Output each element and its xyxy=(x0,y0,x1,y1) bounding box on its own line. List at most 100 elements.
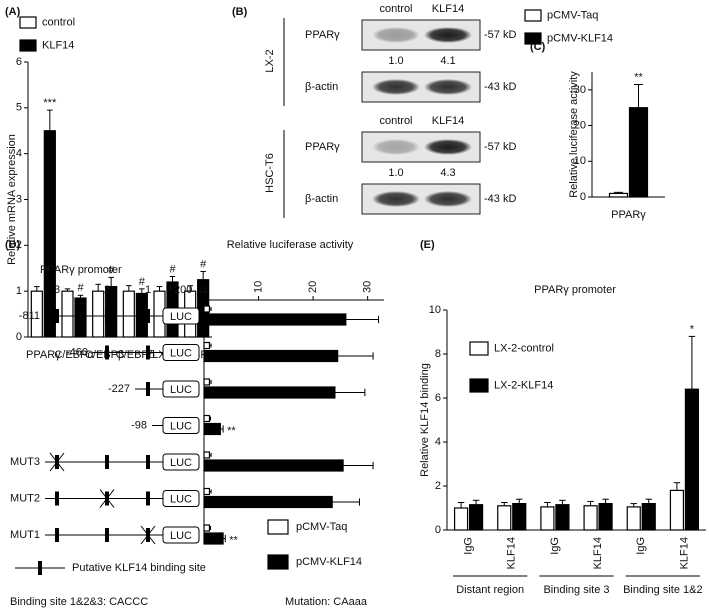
binding-site xyxy=(105,345,109,360)
row-label: β-actin xyxy=(305,81,338,93)
bar xyxy=(203,532,224,545)
x-axis-label: Relative luciferase activity xyxy=(227,239,354,251)
size-label: -43 kD xyxy=(484,81,516,93)
significance: *** xyxy=(43,97,57,109)
bar xyxy=(628,107,649,198)
luc-label: LUC xyxy=(170,384,192,396)
x-tick-label: C/EBPβ xyxy=(85,349,124,361)
binding-site xyxy=(55,491,59,506)
cell-label: LX-2 xyxy=(264,49,276,72)
significance: # xyxy=(108,264,115,276)
luc-label: LUC xyxy=(170,530,192,542)
y-tick-label: 0 xyxy=(16,331,22,343)
x-tick-label: PPARγ xyxy=(611,209,646,221)
binding-site xyxy=(146,309,150,323)
significance: * xyxy=(690,323,695,335)
y-tick-label: 0 xyxy=(580,191,586,203)
luc-box xyxy=(162,453,200,471)
bar xyxy=(61,290,74,338)
legend-label: pCMV-Taq xyxy=(296,521,347,533)
binding-site xyxy=(55,309,59,323)
bar xyxy=(468,504,484,531)
bar xyxy=(641,503,656,531)
bar xyxy=(122,290,135,338)
bar xyxy=(203,386,336,399)
significance: ** xyxy=(229,534,238,546)
legend-label: pCMV-KLF14 xyxy=(547,32,613,44)
band xyxy=(424,27,472,43)
x-tick-label: KLF14 xyxy=(592,537,604,569)
x-tick-label: IgG xyxy=(549,537,561,555)
construct-label: -98 xyxy=(131,419,147,431)
bar xyxy=(598,503,613,531)
lane-label: KLF14 xyxy=(432,115,464,127)
quant-label: 4.1 xyxy=(440,55,455,67)
x-tick-label: 10 xyxy=(252,281,264,293)
mutation-x xyxy=(49,452,65,472)
bar xyxy=(497,505,512,531)
x-tick-label: C/EBPα xyxy=(54,349,94,361)
promoter-end: +200 xyxy=(168,284,193,296)
legend-swatch xyxy=(267,554,289,570)
x-tick-label: C/EBPδ xyxy=(116,349,155,361)
luc-label: LUC xyxy=(170,493,192,505)
diagram-title: PPARγ promoter xyxy=(40,264,122,276)
construct-label: MUT3 xyxy=(10,456,40,468)
y-axis-label: Relative mRNA expression xyxy=(6,134,18,265)
x-tick-label: IgG xyxy=(635,537,647,555)
quant-label: 4.3 xyxy=(440,167,455,179)
legend-label: pCMV-Taq xyxy=(547,9,598,21)
lane-label: KLF14 xyxy=(432,3,464,15)
y-tick-label: 10 xyxy=(429,304,441,316)
binding-site xyxy=(146,382,150,396)
legend-swatch xyxy=(524,32,542,45)
site-number: 3 xyxy=(54,284,60,296)
panel-label: (A) xyxy=(5,6,21,18)
bar xyxy=(203,524,211,532)
x-tick-label: KLF14 xyxy=(678,537,690,569)
bar xyxy=(30,290,43,338)
band xyxy=(372,79,420,95)
x-tick-label: 20 xyxy=(307,281,319,293)
legend-swatch xyxy=(524,9,542,22)
key-site xyxy=(38,561,42,575)
y-tick-label: 10 xyxy=(574,155,586,167)
bar xyxy=(135,292,148,338)
y-tick-label: 4 xyxy=(16,148,22,160)
construct-label: -460 xyxy=(66,346,88,358)
panel-label: (E) xyxy=(420,239,435,251)
panel-label: (D) xyxy=(5,239,21,251)
significance: # xyxy=(77,282,84,294)
bar xyxy=(203,349,339,363)
row-label: β-actin xyxy=(305,193,338,205)
bar xyxy=(74,297,87,338)
y-tick-label: 6 xyxy=(16,56,22,68)
luc-label: LUC xyxy=(170,347,192,359)
y-axis-label: Relative luciferase activity xyxy=(568,71,580,198)
row-label: PPARγ xyxy=(305,141,340,153)
bar xyxy=(555,504,570,531)
significance: ** xyxy=(634,71,643,83)
y-tick-label: 0 xyxy=(435,524,441,536)
y-tick-label: 2 xyxy=(16,239,22,251)
legend-label: LX-2-KLF14 xyxy=(494,379,553,391)
legend-swatch xyxy=(469,378,489,393)
construct-label: MUT2 xyxy=(10,492,40,504)
y-tick-label: 8 xyxy=(435,348,441,360)
lane-label: control xyxy=(379,115,412,127)
x-tick-label: PPARγ xyxy=(26,349,61,361)
binding-site xyxy=(105,528,109,542)
luc-label: LUC xyxy=(170,311,192,323)
bar xyxy=(669,489,685,531)
luc-box xyxy=(162,344,200,361)
panel-label: (B) xyxy=(232,6,248,18)
band xyxy=(424,191,472,207)
bar xyxy=(92,290,105,338)
band xyxy=(424,139,472,155)
site-number: 2 xyxy=(104,284,110,296)
y-tick-label: 1 xyxy=(16,285,22,297)
luc-label: LUC xyxy=(170,420,192,432)
construct-label: -811 xyxy=(19,310,40,322)
legend-label: LX-2-control xyxy=(494,342,554,354)
bar xyxy=(608,192,629,198)
